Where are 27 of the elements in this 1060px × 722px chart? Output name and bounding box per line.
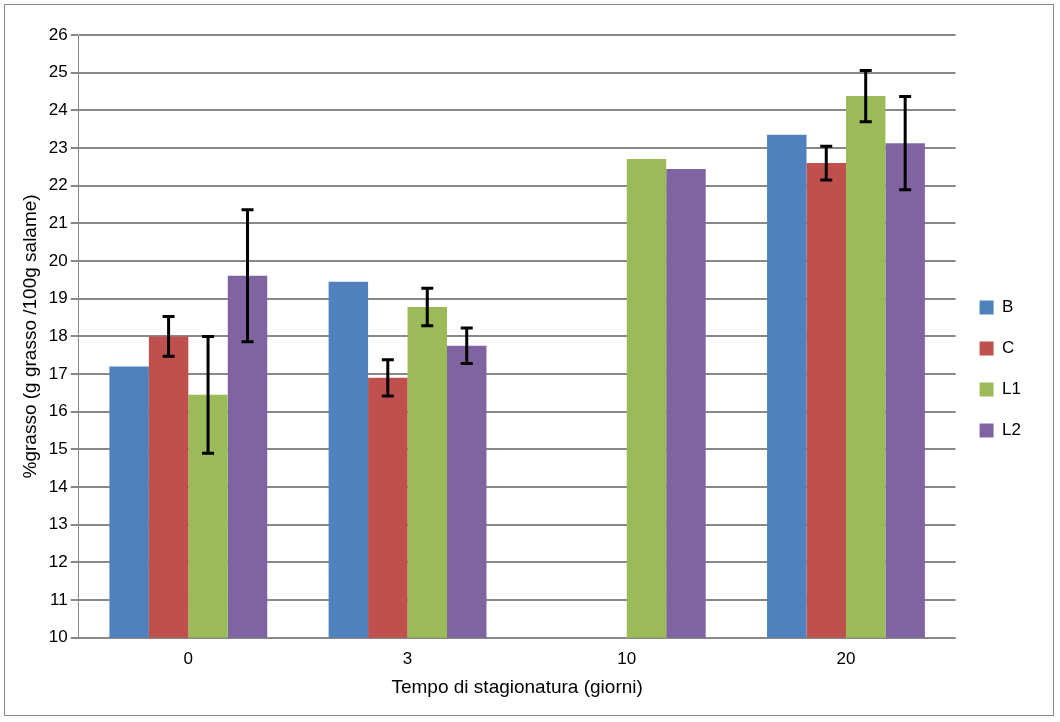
- y-tick-label: 17: [48, 363, 68, 383]
- y-tick-label: 12: [48, 552, 68, 572]
- x-tick-label: 0: [183, 648, 194, 668]
- y-tick-label: 21: [48, 213, 68, 233]
- y-axis-title: %grasso (g grasso /100g salame): [18, 194, 40, 479]
- legend-label: L2: [1002, 420, 1022, 440]
- y-tick-label: 10: [48, 627, 68, 647]
- y-tick-label: 11: [50, 589, 68, 609]
- legend-label: B: [1002, 297, 1014, 317]
- y-tick-label: 24: [48, 100, 68, 120]
- x-axis-title: Tempo di stagionatura (giorni): [391, 675, 643, 697]
- legend-label: C: [1002, 338, 1015, 358]
- y-tick-label: 20: [48, 250, 68, 270]
- y-tick-label: 26: [48, 24, 68, 44]
- y-tick-label: 23: [48, 137, 68, 157]
- y-tick-label: 19: [48, 288, 68, 308]
- y-tick-label: 14: [48, 476, 68, 496]
- y-tick-label: 13: [48, 514, 68, 534]
- y-tick-label: 25: [48, 62, 68, 82]
- x-tick-label: 10: [617, 648, 637, 668]
- x-tick-label: 3: [402, 648, 413, 668]
- x-tick-label: 20: [836, 648, 856, 668]
- y-tick-label: 15: [48, 439, 68, 459]
- y-tick-label: 16: [48, 401, 68, 421]
- y-tick-label: 22: [48, 175, 68, 195]
- y-tick-label: 18: [48, 326, 68, 346]
- legend-label: L1: [1002, 379, 1022, 399]
